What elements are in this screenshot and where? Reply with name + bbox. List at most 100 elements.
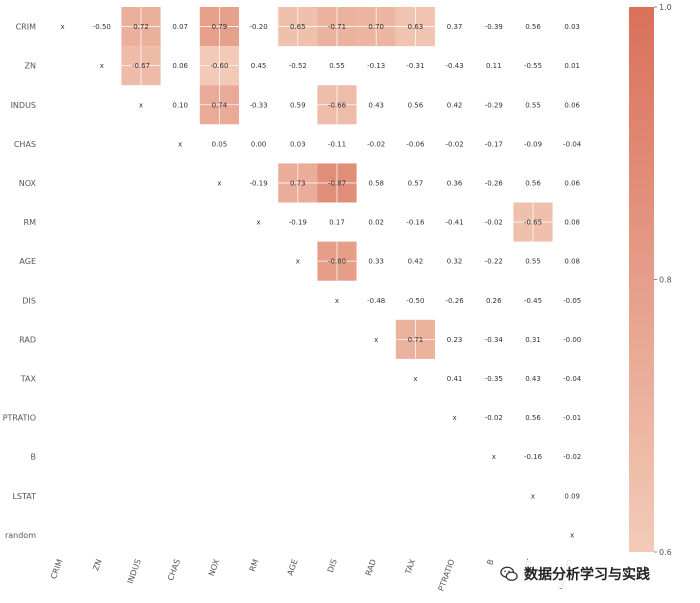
cell-label: -0.22 (485, 258, 503, 266)
cell-label: x (492, 453, 496, 461)
y-tick-label: RM (24, 218, 37, 227)
cell-label: 0.26 (486, 297, 502, 305)
cell-label: 0.37 (447, 23, 463, 31)
y-tick-label: NOX (19, 179, 37, 188)
cell-label: -0.45 (524, 297, 542, 305)
cell-label: 0.03 (290, 140, 306, 148)
x-tick-label: RM (248, 558, 261, 573)
y-tick-label: TAX (20, 374, 37, 383)
y-tick-label: INDUS (11, 101, 36, 110)
cell-label: 0.55 (525, 101, 541, 109)
x-tick-label: B (485, 558, 495, 566)
cell-label: x (335, 297, 339, 305)
cell-label: -0.87 (328, 179, 346, 187)
y-tick-label: CRIM (16, 23, 37, 32)
cell-label: -0.66 (328, 101, 347, 109)
cell-label: -0.50 (93, 23, 111, 31)
cell-label: -0.26 (446, 297, 465, 305)
cell-label: -0.11 (328, 140, 346, 148)
cell-label: 0.55 (329, 62, 345, 70)
x-tick-label: NOX (207, 558, 222, 578)
cell-label: -0.52 (289, 62, 307, 70)
cell-label: -0.02 (485, 414, 503, 422)
cell-label: x (257, 219, 261, 227)
cell-label: 0.06 (564, 101, 580, 109)
y-tick-label: AGE (19, 257, 36, 266)
cell-label: -0.04 (563, 375, 582, 383)
cell-label: 0.41 (447, 375, 463, 383)
cell-label: x (531, 492, 535, 500)
cell-label: 0.43 (368, 101, 384, 109)
cell-label: 0.71 (408, 336, 424, 344)
cell-label: -0.17 (485, 140, 503, 148)
cell-label: 0.31 (525, 336, 541, 344)
cell-label: 0.36 (447, 179, 463, 187)
cell-label: 0.72 (133, 23, 149, 31)
colorbar-tick-label: 0.8 (659, 276, 672, 285)
cell-label: x (61, 23, 65, 31)
cell-label: -0.48 (367, 297, 385, 305)
x-tick-label: CRIM (49, 558, 64, 580)
cell-label: 0.42 (408, 258, 424, 266)
cell-label: 0.55 (525, 258, 541, 266)
colorbar (629, 7, 654, 552)
cell-label: 0.07 (172, 23, 188, 31)
cell-label: -0.26 (485, 179, 504, 187)
colorbar-tick-label: 0.6 (659, 548, 672, 557)
cell-label: 0.70 (368, 23, 384, 31)
cell-label: 0.08 (564, 219, 580, 227)
cell-label: 0.56 (408, 101, 424, 109)
cell-label: x (100, 62, 104, 70)
cell-label: -0.60 (210, 62, 228, 70)
cell-label: 0.09 (564, 492, 580, 500)
x-tick-label: TAX (403, 558, 417, 577)
cell-label: -0.19 (250, 179, 268, 187)
colorbar-tick-label: 1.0 (659, 3, 672, 12)
cell-label: -0.50 (406, 297, 424, 305)
cell-label: 0.74 (212, 101, 228, 109)
cell-label: 0.45 (251, 62, 267, 70)
cell-label: 0.57 (408, 179, 424, 187)
x-tick-label: ZN (91, 558, 103, 572)
cell-label: -0.02 (485, 219, 503, 227)
cell-label: x (178, 140, 182, 148)
cell-label: 0.10 (172, 101, 188, 109)
cell-label: 0.56 (525, 23, 541, 31)
cell-label: x (217, 179, 221, 187)
cell-label: -0.01 (563, 414, 581, 422)
cell-label: -0.13 (367, 62, 385, 70)
cell-label: 0.56 (525, 414, 541, 422)
cell-label: 0.79 (212, 23, 228, 31)
y-tick-label: random (5, 531, 36, 540)
wechat-icon (500, 566, 518, 581)
cell-label: -0.31 (406, 62, 424, 70)
y-tick-label: B (31, 453, 37, 462)
cell-label: -0.65 (524, 219, 542, 227)
cell-label: 0.58 (368, 179, 384, 187)
cell-label: -0.33 (250, 101, 268, 109)
cell-label: 0.73 (290, 179, 306, 187)
cell-label: x (139, 101, 143, 109)
cell-label: x (570, 531, 574, 539)
cell-label: -0.05 (563, 297, 581, 305)
x-tick-label: CHAS (166, 558, 182, 582)
y-tick-label: LSTAT (12, 492, 36, 501)
cell-label: 0.01 (564, 62, 580, 70)
cell-label: 0.32 (447, 258, 463, 266)
y-tick-label: DIS (22, 296, 36, 305)
cell-label: 0.63 (408, 23, 424, 31)
cell-label: 0.65 (290, 23, 306, 31)
cell-label: 0.02 (368, 219, 384, 227)
y-tick-label: CHAS (14, 140, 36, 149)
cell-label: 0.59 (290, 101, 306, 109)
x-tick-label: AGE (286, 558, 300, 577)
y-tick-label: RAD (19, 335, 36, 344)
cell-label: x (296, 258, 300, 266)
cell-label: 0.00 (251, 140, 267, 148)
cell-label: 0.11 (486, 62, 502, 70)
cell-label: 0.03 (564, 23, 580, 31)
cell-label: 0.23 (447, 336, 463, 344)
cell-label: 0.06 (172, 62, 188, 70)
